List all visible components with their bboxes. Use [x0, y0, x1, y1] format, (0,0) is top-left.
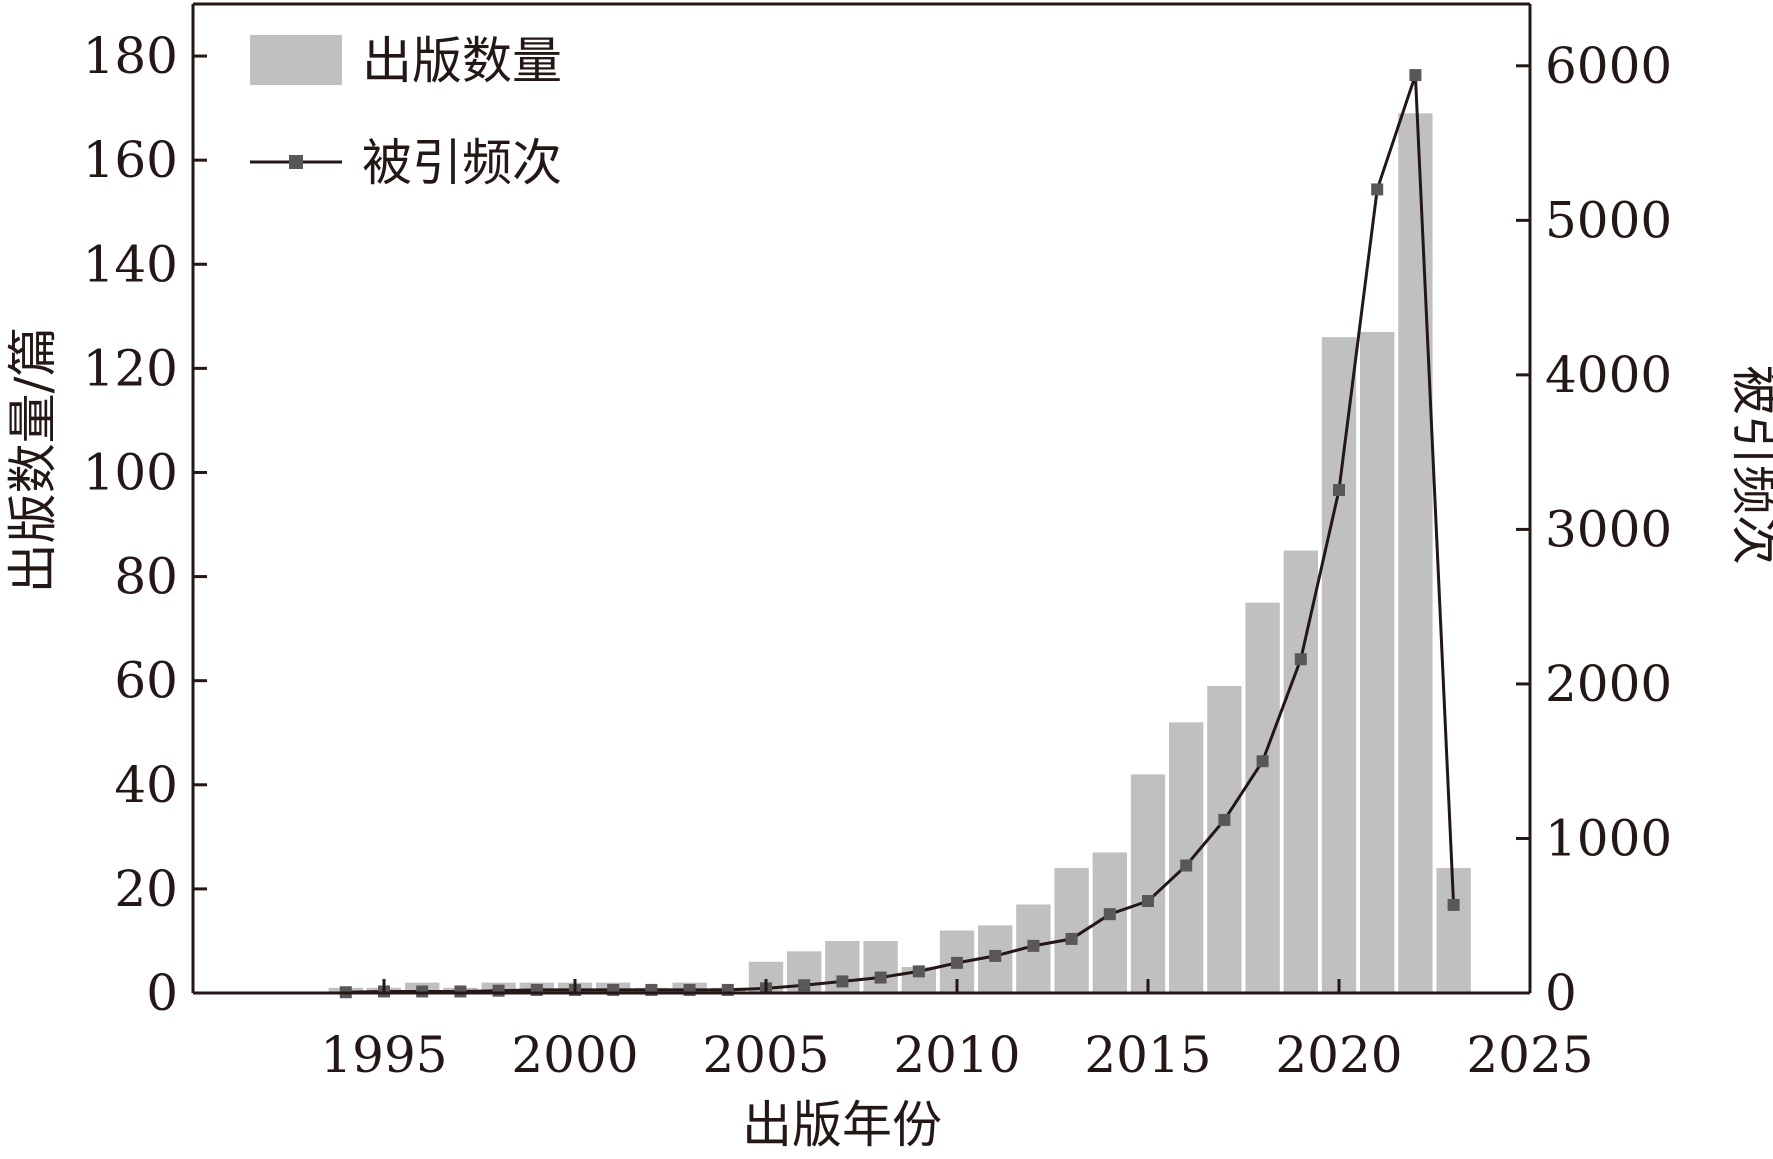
citation-point-2021 [1371, 183, 1384, 196]
citation-point-2008 [874, 971, 887, 984]
citation-point-2022 [1409, 69, 1422, 82]
bar-2017 [1207, 685, 1242, 993]
bar-series [328, 113, 1471, 993]
citation-point-2006 [798, 979, 811, 992]
legend-bar-swatch [250, 35, 342, 85]
x-tick-label-2020: 2020 [1275, 1026, 1402, 1084]
left-tick-label-80: 80 [114, 548, 178, 606]
left-tick-label-100: 100 [83, 443, 178, 501]
citation-point-2016 [1180, 859, 1193, 872]
x-tick-label-1995: 1995 [320, 1026, 447, 1084]
right-tick-label-5000: 5000 [1545, 191, 1672, 249]
bar-2015 [1130, 774, 1166, 993]
citation-point-2015 [1142, 895, 1154, 908]
x-tick-label-2010: 2010 [893, 1026, 1020, 1084]
right-tick-label-6000: 6000 [1545, 37, 1672, 95]
ticks: 1995 2000 2005 2010 2015 2020 2025020406080100… [83, 27, 1673, 1084]
x-tick-label-2000: 2000 [511, 1026, 638, 1084]
citation-line [345, 74, 1456, 994]
right-tick-label-4000: 4000 [1545, 346, 1672, 404]
citation-point-2018 [1256, 755, 1269, 768]
bar-2022 [1398, 113, 1433, 993]
legend-bar-label: 出版数量 [362, 32, 562, 90]
right-tick-label-2000: 2000 [1545, 655, 1672, 713]
left-axis-title: 出版数量/篇 [4, 327, 62, 594]
legend: 出版数量 被引频次 [250, 32, 562, 192]
left-tick-label-0: 0 [146, 964, 178, 1022]
citation-point-2019 [1294, 653, 1307, 666]
citation-point-2010 [951, 956, 963, 969]
bar-2021 [1360, 331, 1395, 993]
axes [191, 2, 1532, 995]
left-tick-label-180: 180 [83, 27, 178, 85]
citation-point-2014 [1103, 908, 1116, 921]
right-axis-title: 被引频次 [1726, 365, 1773, 565]
citation-point-2020 [1333, 484, 1345, 497]
bar-2020 [1321, 337, 1357, 993]
left-tick-label-140: 140 [83, 235, 178, 293]
left-tick-label-160: 160 [83, 131, 178, 189]
citation-point-2009 [912, 965, 925, 978]
right-tick-label-0: 0 [1545, 964, 1577, 1022]
right-tick-label-1000: 1000 [1545, 809, 1672, 867]
left-tick-label-120: 120 [83, 339, 178, 397]
citation-point-2013 [1065, 932, 1078, 945]
bar-2008 [863, 940, 898, 993]
x-axis-title: 出版年份 [742, 1096, 942, 1154]
right-tick-label-3000: 3000 [1545, 500, 1672, 558]
legend-line-label: 被引频次 [362, 134, 562, 192]
left-tick-label-60: 60 [114, 652, 178, 710]
x-tick-label-2005: 2005 [702, 1026, 829, 1084]
citation-point-2017 [1218, 813, 1231, 826]
citation-point-1996 [416, 985, 429, 998]
x-tick-label-2025: 2025 [1466, 1026, 1593, 1084]
x-tick-label-2015: 2015 [1084, 1026, 1211, 1084]
left-tick-label-20: 20 [114, 860, 178, 918]
citation-point-1997 [454, 985, 467, 998]
bar-2019 [1283, 550, 1318, 993]
bar-2016 [1169, 722, 1204, 993]
left-tick-label-40: 40 [114, 756, 178, 814]
bar-2018 [1245, 602, 1280, 993]
citation-point-2012 [1027, 939, 1040, 952]
legend-line-marker [289, 155, 303, 169]
citation-point-2023 [1447, 898, 1460, 911]
citation-point-2007 [836, 975, 849, 988]
citation-point-1998 [492, 984, 505, 997]
citation-point-2011 [989, 949, 1002, 962]
